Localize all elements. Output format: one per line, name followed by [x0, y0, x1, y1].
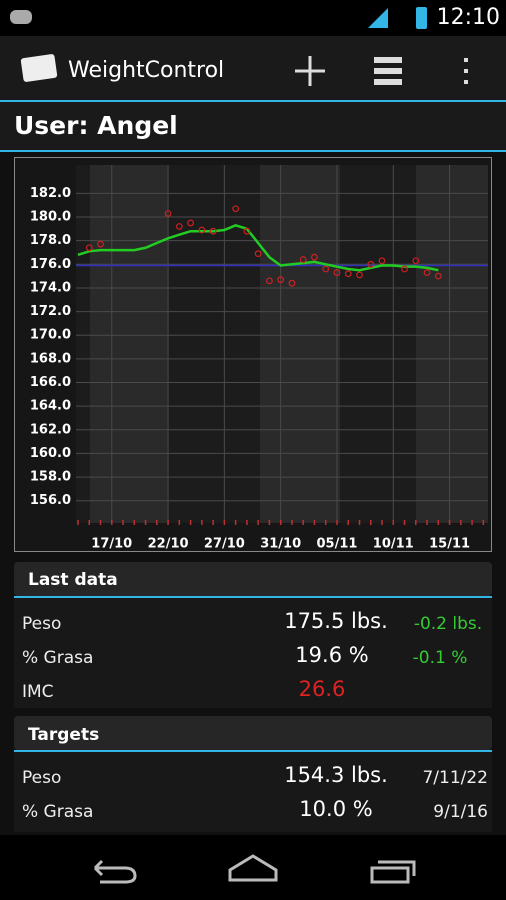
y-tick-label: 172.0 [30, 304, 71, 319]
reading-point [175, 223, 183, 230]
reading-point [164, 210, 172, 217]
row-label: IMC [22, 682, 54, 702]
divider [14, 750, 492, 752]
user-title: User: Angel [14, 111, 178, 140]
section-title: Targets [28, 725, 99, 745]
battery-icon [416, 7, 427, 29]
reading-point [356, 271, 363, 279]
y-tick-label: 176.0 [30, 257, 71, 272]
row-value: 10.0 % [299, 797, 372, 821]
x-tick-label: 17/10 [91, 537, 132, 552]
nav-bar [0, 835, 506, 900]
row-date: 9/1/16 [433, 802, 488, 822]
y-tick-label: 166.0 [30, 375, 71, 390]
y-tick-label: 178.0 [30, 233, 71, 248]
x-tick-label: 15/11 [429, 537, 470, 552]
reading-point [434, 272, 442, 280]
y-tick-label: 164.0 [30, 399, 71, 414]
x-tick-label: 22/10 [148, 537, 189, 552]
band [260, 165, 340, 523]
row-value: 175.5 lbs. [284, 609, 388, 633]
reading-point [333, 269, 341, 276]
row-label: Peso [22, 614, 61, 634]
x-tick-label: 27/10 [204, 537, 245, 552]
reading-point [344, 270, 352, 278]
row-change: -0.1 % [413, 648, 468, 668]
signal-icon [368, 8, 388, 28]
clock: 12:10 [437, 5, 500, 30]
add-button[interactable] [295, 56, 325, 86]
band [416, 165, 488, 523]
reading-point [288, 279, 296, 287]
axes: 156.0 158.0 160.0 162.0 164.0 166.0 168.0 170.0… [30, 186, 485, 552]
reading-point [254, 250, 262, 258]
divider [14, 596, 492, 598]
reading-point [97, 240, 104, 248]
row-change: -0.2 lbs. [414, 614, 482, 634]
section-header [14, 716, 492, 750]
band [90, 165, 168, 523]
row-value: 19.6 % [295, 643, 368, 667]
reading-point [198, 226, 206, 234]
reading-point [367, 260, 375, 268]
plot [76, 165, 488, 522]
reading-point [266, 277, 273, 285]
row-label: % Grasa [22, 648, 93, 668]
y-tick-label: 168.0 [30, 351, 71, 366]
reading-point [311, 253, 318, 261]
y-tick-label: 158.0 [30, 470, 71, 485]
app-title: WeightControl [68, 58, 224, 83]
y-tick-label: 160.0 [30, 446, 71, 461]
status-bar [0, 0, 506, 36]
reading-point [412, 257, 420, 265]
reading-point [378, 257, 386, 265]
android-icon [10, 10, 32, 24]
y-tick-label: 182.0 [30, 186, 71, 201]
list-button[interactable] [374, 57, 402, 85]
user-bar [0, 102, 506, 150]
row-date: 7/11/22 [422, 768, 488, 788]
y-tick-label: 156.0 [30, 493, 71, 508]
y-tick-label: 180.0 [30, 210, 71, 225]
recents-button[interactable] [370, 860, 416, 884]
row-label: Peso [22, 768, 61, 788]
row-value: 154.3 lbs. [284, 763, 388, 787]
section-body [14, 598, 492, 708]
trend-line [77, 223, 439, 272]
y-tick-label: 170.0 [30, 328, 71, 343]
divider [0, 150, 506, 152]
reading-point [299, 256, 307, 263]
reading-point [401, 265, 408, 273]
y-tick-label: 162.0 [30, 422, 71, 437]
reading-point [85, 244, 93, 252]
app-bar [0, 36, 506, 100]
row-value: 26.6 [299, 677, 346, 701]
row-label: % Grasa [22, 802, 93, 822]
section-title: Last data [28, 570, 118, 590]
x-tick-label: 05/11 [317, 537, 358, 552]
x-tick-label: 31/10 [260, 537, 301, 552]
home-button[interactable] [228, 854, 278, 882]
reading-point [187, 219, 195, 227]
divider [0, 100, 506, 102]
section-header [14, 562, 492, 596]
section-body [14, 752, 492, 832]
back-button[interactable] [93, 859, 137, 884]
reading-point [277, 276, 285, 284]
app-icon[interactable] [20, 54, 58, 82]
reading-point [423, 269, 431, 276]
reading-point [322, 265, 330, 273]
reading-point [232, 205, 240, 213]
y-tick-label: 174.0 [30, 280, 71, 295]
reading-point [243, 227, 251, 235]
x-tick-label: 10/11 [373, 537, 414, 552]
reading-point [209, 227, 217, 235]
